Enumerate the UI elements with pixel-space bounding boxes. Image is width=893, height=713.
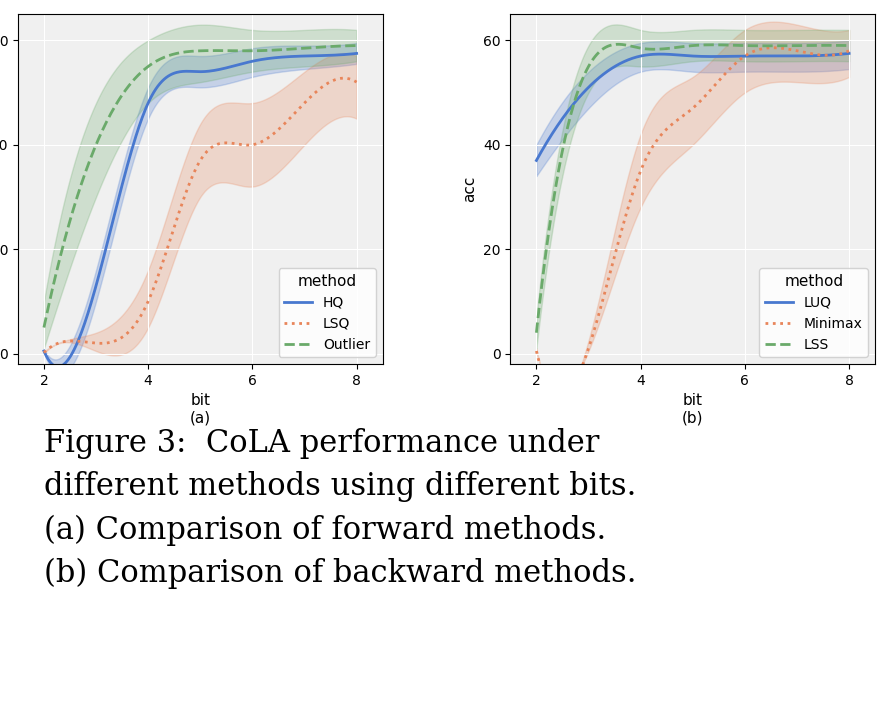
Legend: LUQ, Minimax, LSS: LUQ, Minimax, LSS [759,268,868,357]
X-axis label: bit
(b): bit (b) [682,394,704,426]
Text: Figure 3:  CoLA performance under
different methods using different bits.
(a) Co: Figure 3: CoLA performance under differe… [44,429,636,589]
Y-axis label: acc: acc [463,176,478,202]
Legend: HQ, LSQ, Outlier: HQ, LSQ, Outlier [279,268,376,357]
X-axis label: bit
(a): bit (a) [189,394,211,426]
